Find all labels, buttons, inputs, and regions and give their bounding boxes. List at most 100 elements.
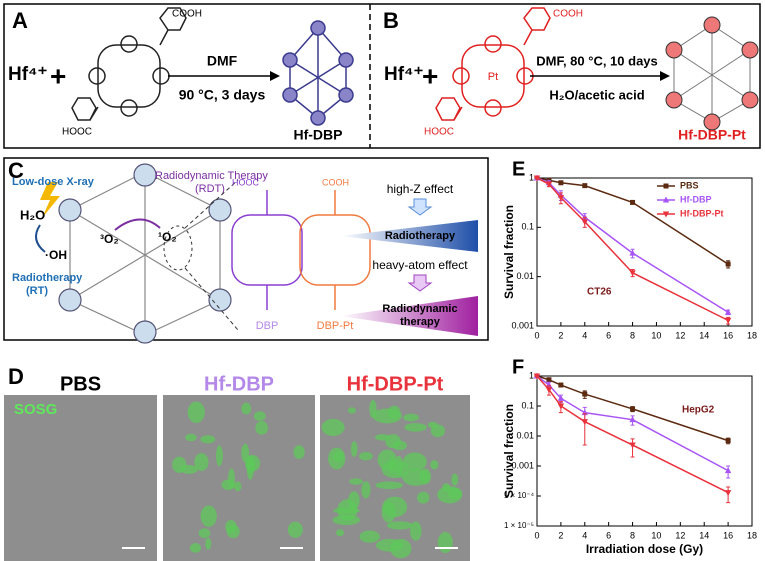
- x-tick-label: 18: [747, 330, 757, 340]
- series-line: [536, 375, 729, 494]
- marker: [725, 438, 731, 444]
- x-tick-label: 14: [699, 530, 709, 540]
- gradient-wedge: [340, 296, 478, 336]
- y-tick-label: 0.1: [521, 222, 534, 232]
- fluorescence: [205, 537, 212, 550]
- fluorescence: [359, 530, 380, 543]
- plot-frame: [536, 375, 753, 527]
- marker: [663, 183, 669, 189]
- legend-label: Hf-DBP-Pt: [680, 208, 724, 218]
- arrow-head: [270, 71, 280, 81]
- y-axis-label: Survival fraction: [502, 404, 516, 498]
- fluorescence: [337, 499, 358, 521]
- marker: [557, 195, 565, 202]
- marker: [581, 219, 588, 226]
- x-tick-label: 0: [534, 330, 539, 340]
- condition: DMF, 80 °C, 10 days: [536, 53, 658, 68]
- metal-ion: Hf⁴⁺: [8, 64, 47, 85]
- y-tick-label: 0.001: [511, 320, 534, 330]
- series-line: [536, 375, 729, 472]
- fluorescence: [448, 487, 463, 500]
- marker: [630, 199, 636, 205]
- fluorescence: [349, 478, 363, 485]
- fluorescence: [359, 451, 373, 461]
- hf-dbp-mof: [282, 20, 354, 126]
- x-tick-label: 10: [651, 530, 661, 540]
- marker: [558, 180, 564, 186]
- product: Hf-DBP-Pt: [678, 127, 746, 143]
- fluorescence: [234, 481, 242, 492]
- y-tick-label: 0.001: [511, 460, 534, 470]
- marker: [629, 416, 636, 423]
- fluorescence: [200, 505, 217, 527]
- condition: DMF: [207, 53, 238, 69]
- fluorescence: [287, 521, 303, 538]
- marker: [662, 196, 670, 203]
- species: H₂O: [20, 207, 45, 222]
- marker: [582, 391, 588, 397]
- micrograph: [4, 395, 157, 561]
- fluorescence: [369, 400, 377, 418]
- y-tick-label: 1 × 10⁻⁴: [504, 491, 535, 500]
- legend-label: Hf-DBP: [680, 194, 712, 204]
- fluorescence: [189, 543, 202, 553]
- error-bar: [582, 413, 587, 446]
- marker: [545, 387, 553, 394]
- fluorescence: [172, 456, 187, 473]
- marker: [725, 261, 731, 267]
- y-tick-label: 0.01: [516, 430, 534, 440]
- marker: [546, 377, 552, 383]
- panel-label: E: [512, 158, 525, 180]
- x-tick-label: 18: [747, 530, 757, 540]
- x-tick-label: 12: [675, 530, 685, 540]
- marker: [533, 373, 541, 380]
- marker: [724, 317, 732, 324]
- fluorescence: [328, 447, 346, 470]
- effect-result: Radiotherapy: [385, 230, 456, 242]
- marker: [629, 249, 636, 256]
- y-tick-label: 0.01: [516, 271, 534, 281]
- image-title: Hf-DBP: [204, 373, 274, 395]
- effect-result: therapy: [400, 316, 441, 328]
- marker: [630, 406, 636, 412]
- annotation: HepG2: [682, 405, 715, 416]
- fluorescence: [226, 524, 240, 539]
- arrow-head: [660, 71, 670, 81]
- reaction-arrow: [35, 224, 46, 253]
- panel-c-frame: [3, 157, 489, 341]
- rdt-label: (RDT): [195, 183, 225, 195]
- species: ³O₂: [100, 232, 119, 246]
- stain-label: SOSG: [14, 401, 57, 418]
- fluorescence: [293, 445, 305, 460]
- fluorescence: [246, 458, 254, 480]
- marker: [662, 211, 670, 218]
- fluorescence: [372, 408, 402, 424]
- fluorescence: [419, 468, 431, 485]
- down-arrow: [407, 274, 433, 292]
- linker-pair: [231, 190, 371, 310]
- down-arrow: [407, 198, 433, 216]
- mof-cage: [58, 163, 232, 344]
- fluorescence: [410, 521, 422, 541]
- x-tick-label: 4: [582, 530, 587, 540]
- fluorescence: [430, 460, 439, 470]
- panel-label: F: [512, 356, 524, 378]
- y-tick-label: 1 × 10⁻⁵: [504, 521, 534, 530]
- fluorescence: [403, 413, 419, 422]
- effect-result: Radiodynamic: [382, 303, 457, 315]
- x-tick-label: 10: [651, 330, 661, 340]
- fluorescence: [374, 434, 391, 441]
- fluorescence: [221, 479, 236, 491]
- marker: [581, 419, 588, 426]
- marker: [582, 183, 588, 189]
- cooh: COOH: [172, 9, 202, 20]
- fluorescence: [382, 496, 408, 518]
- y-tick-label: 1: [529, 172, 534, 182]
- fluorescence: [198, 528, 211, 539]
- effect-label: heavy-atom effect: [372, 258, 468, 272]
- cooh: COOH: [553, 9, 583, 20]
- marker: [724, 467, 732, 474]
- plot-frame: [536, 177, 753, 327]
- marker: [629, 442, 636, 449]
